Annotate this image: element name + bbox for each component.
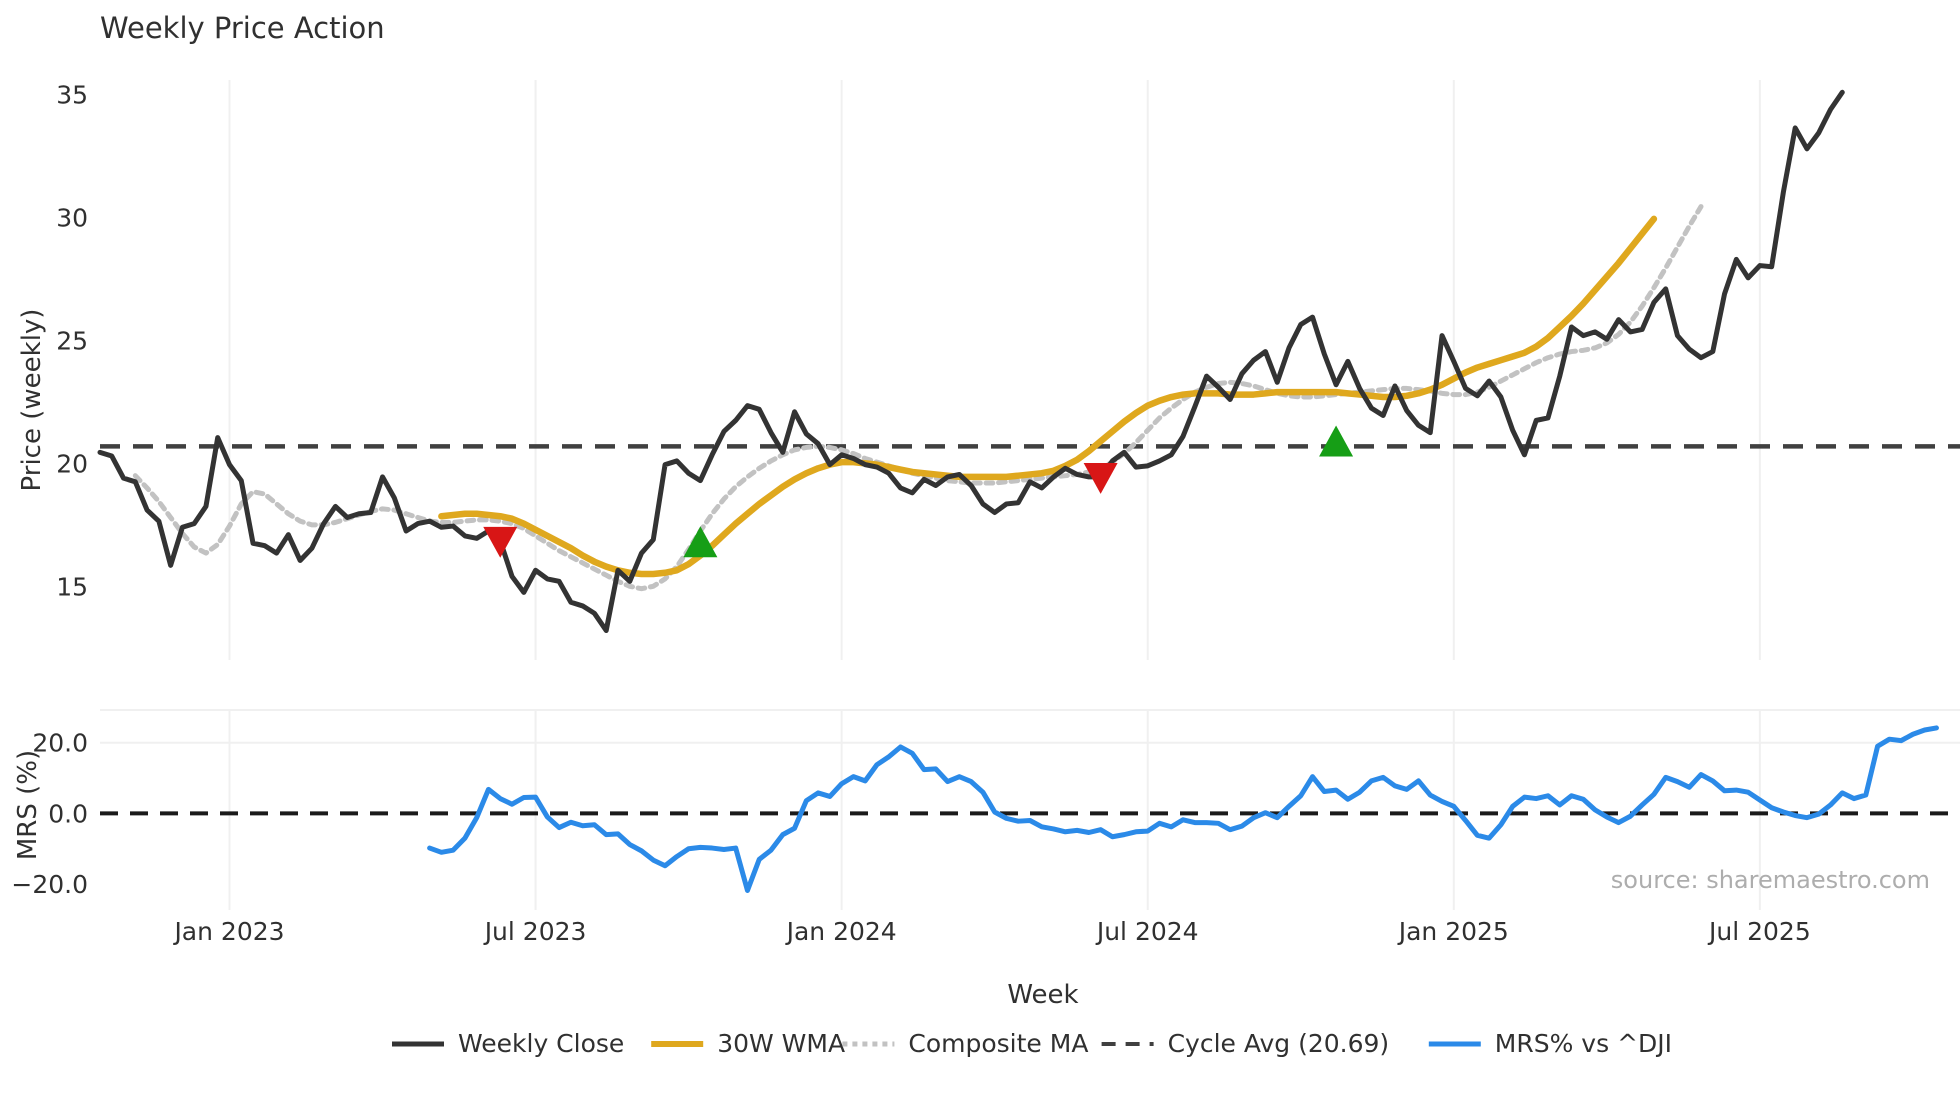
- mrs-y-tick-0: −20.0: [11, 870, 88, 899]
- mrs-y-tick-1: 0.0: [48, 799, 88, 828]
- buy-signal-marker-1: [683, 526, 718, 558]
- price-gridlines: [228, 80, 1761, 660]
- price-y-tick-2: 25: [56, 327, 88, 356]
- price-y-tick-0: 15: [56, 572, 88, 601]
- x-axis-tick-0: Jan 2023: [172, 917, 284, 946]
- mrs-y-tick-2: 20.0: [32, 729, 88, 758]
- mrs-y-tick-labels: −20.0 0.0 20.0: [11, 729, 88, 899]
- price-series-30w-wma: [438, 215, 1658, 578]
- mrs-y-axis-title: MRS (%): [13, 750, 43, 860]
- page-title: Weekly Price Action: [100, 11, 385, 45]
- legend-label-3[interactable]: Cycle Avg (20.69): [1168, 1029, 1390, 1058]
- chart-legend: Weekly Close 30W WMA Composite MA Cycle Avg…: [392, 1029, 1672, 1058]
- source-watermark: source: sharemaestro.com: [1611, 866, 1930, 894]
- sell-signal-marker-0: [483, 526, 518, 558]
- x-axis-tick-3: Jul 2024: [1095, 917, 1199, 946]
- x-axis-tick-5: Jul 2025: [1707, 917, 1811, 946]
- price-signal-markers: [483, 425, 1354, 558]
- x-axis-tick-1: Jul 2023: [483, 917, 587, 946]
- price-y-axis-title: Price (weekly): [17, 309, 47, 492]
- price-panel: 15 20 25 30 35 Price (weekly): [17, 80, 1960, 660]
- x-axis-tick-labels: Jan 2023 Jul 2023 Jan 2024 Jul 2024 Jan 2025…: [172, 917, 1810, 946]
- x-axis-title: Week: [1007, 980, 1078, 1010]
- mrs-series-line: [427, 725, 1939, 893]
- price-y-tick-1: 20: [56, 449, 88, 478]
- price-y-tick-labels: 15 20 25 30 35: [56, 81, 88, 602]
- price-y-tick-3: 30: [56, 204, 88, 233]
- legend-label-1[interactable]: 30W WMA: [717, 1029, 845, 1058]
- price-y-tick-4: 35: [56, 81, 88, 110]
- price-series-weekly-close: [97, 89, 1845, 634]
- x-axis-tick-2: Jan 2024: [785, 917, 897, 946]
- sell-signal-marker-2: [1083, 462, 1118, 494]
- mrs-series-group: [100, 725, 1960, 893]
- x-axis-tick-4: Jan 2025: [1397, 917, 1509, 946]
- legend-label-2[interactable]: Composite MA: [908, 1029, 1088, 1058]
- mrs-panel: −20.0 0.0 20.0 MRS (%) source: sharemaestr…: [11, 709, 1960, 910]
- legend-label-0[interactable]: Weekly Close: [458, 1029, 624, 1058]
- legend-label-4[interactable]: MRS% vs ^DJI: [1495, 1029, 1672, 1058]
- buy-signal-marker-3: [1319, 425, 1354, 457]
- price-series-group: [97, 89, 1960, 634]
